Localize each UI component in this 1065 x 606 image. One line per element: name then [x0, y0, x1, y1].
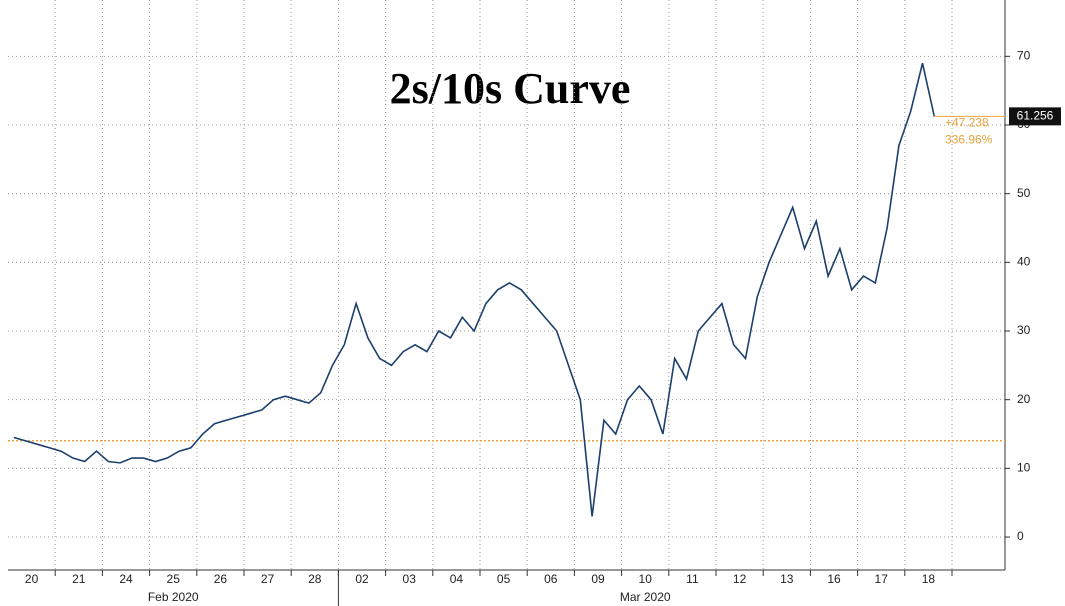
x-tick-label: 05: [497, 572, 511, 586]
x-tick-label: 25: [167, 572, 181, 586]
annotation: 336.96%: [945, 133, 993, 147]
x-tick-label: 12: [733, 572, 747, 586]
x-tick-label: 09: [591, 572, 605, 586]
x-tick-label: 03: [403, 572, 417, 586]
month-label: Feb 2020: [148, 590, 199, 604]
y-tick-label: 40: [1017, 255, 1031, 269]
x-tick-label: 18: [922, 572, 936, 586]
x-tick-label: 17: [875, 572, 889, 586]
y-tick-label: 0: [1017, 529, 1024, 543]
x-tick-label: 20: [25, 572, 39, 586]
y-tick-label: 70: [1017, 48, 1031, 62]
series-line: [13, 62, 936, 517]
chart-title: 2s/10s Curve: [390, 64, 631, 113]
y-tick-label: 50: [1017, 186, 1031, 200]
x-tick-label: 04: [450, 572, 464, 586]
x-tick-label: 02: [355, 572, 369, 586]
x-tick-label: 26: [214, 572, 228, 586]
y-tick-label: 30: [1017, 323, 1031, 337]
x-tick-label: 24: [119, 572, 133, 586]
x-tick-label: 10: [639, 572, 653, 586]
month-label: Mar 2020: [620, 590, 671, 604]
x-tick-label: 06: [544, 572, 558, 586]
annotation: +47.238: [945, 116, 989, 130]
x-tick-label: 11: [686, 572, 699, 586]
x-tick-label: 27: [261, 572, 275, 586]
last-value-box: [1009, 107, 1061, 126]
y-tick-label: 20: [1017, 392, 1031, 406]
x-tick-label: 21: [72, 572, 86, 586]
x-tick-label: 16: [827, 572, 841, 586]
x-tick-label: 13: [780, 572, 794, 586]
last-value-label: 61.256: [1017, 109, 1054, 123]
y-tick-label: 10: [1017, 461, 1031, 475]
x-tick-label: 28: [308, 572, 322, 586]
